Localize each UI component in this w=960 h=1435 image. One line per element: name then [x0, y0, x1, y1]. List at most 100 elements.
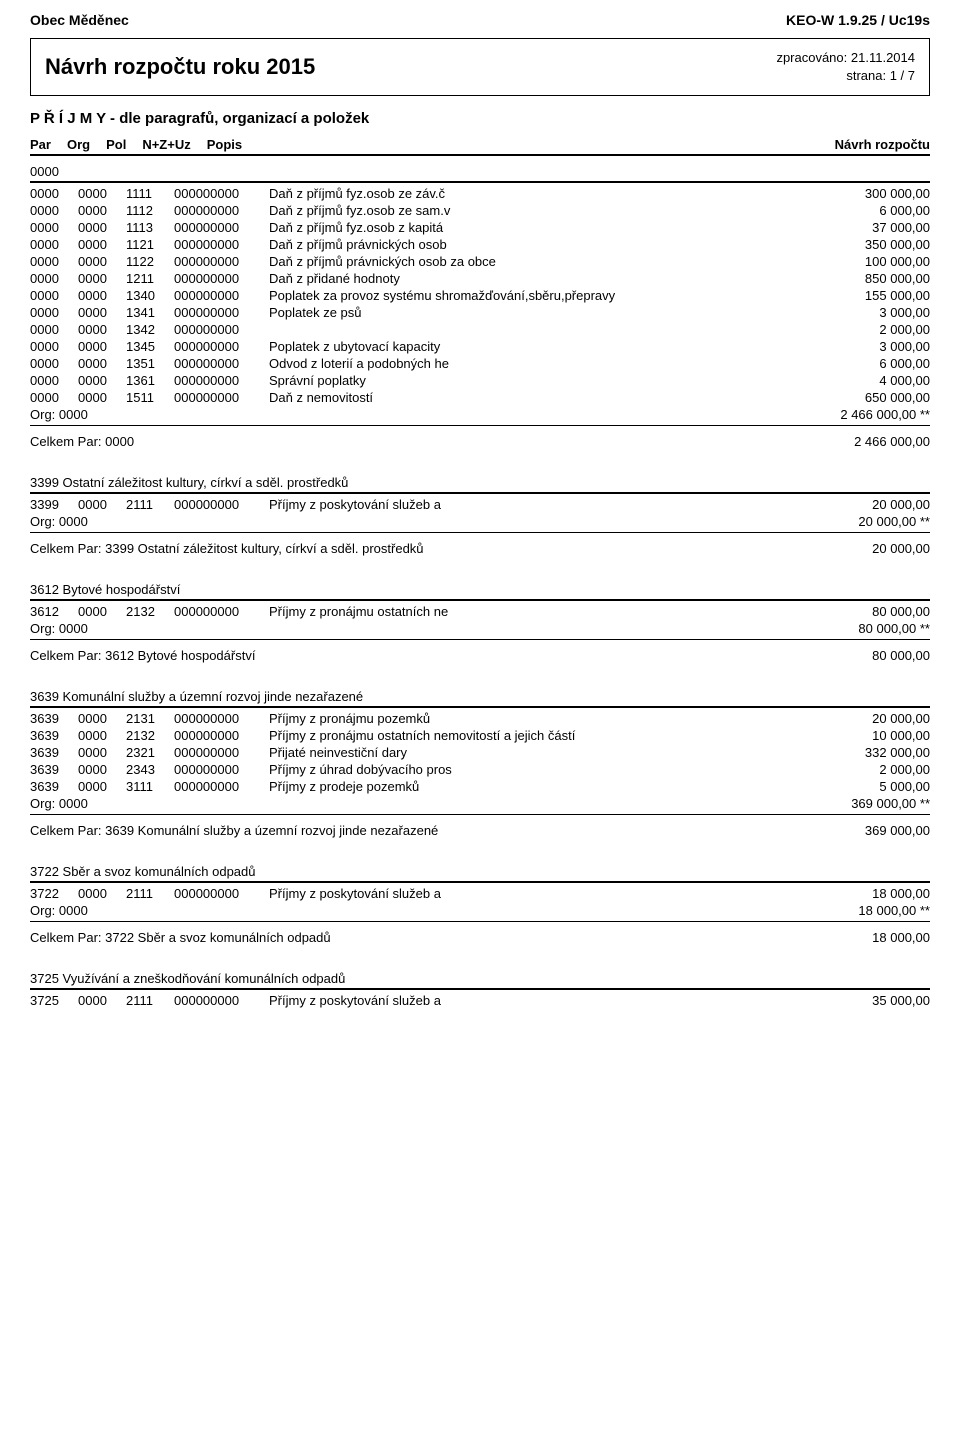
par-total-label: Celkem Par: 3722 Sběr a svoz komunálních…	[30, 930, 780, 945]
table-row: 363900002321000000000Přijaté neinvestičn…	[30, 744, 930, 761]
par-total-row: Celkem Par: 3639 Komunální služby a územ…	[30, 817, 930, 840]
cell-amount: 37 000,00	[800, 220, 930, 235]
cell-nz: 000000000	[174, 288, 269, 303]
cell-amount: 350 000,00	[800, 237, 930, 252]
cell-amount: 300 000,00	[800, 186, 930, 201]
col-navrh: Návrh rozpočtu	[835, 137, 930, 152]
cell-popis: Poplatek za provoz systému shromažďování…	[269, 288, 800, 303]
table-row: 000000001511000000000Daň z nemovitostí65…	[30, 389, 930, 406]
table-row: 361200002132000000000Příjmy z pronájmu o…	[30, 603, 930, 620]
cell-org: 0000	[78, 993, 126, 1008]
cell-par: 0000	[30, 305, 78, 320]
top-par-rule	[30, 181, 930, 183]
cell-org: 0000	[78, 356, 126, 371]
doc-title: Návrh rozpočtu roku 2015	[45, 54, 315, 80]
spacer	[30, 665, 930, 675]
cell-popis: Odvod z loterií a podobných he	[269, 356, 800, 371]
org-label: Org: 0000	[30, 796, 269, 811]
cell-popis: Příjmy z úhrad dobývacího pros	[269, 762, 800, 777]
cell-par: 3639	[30, 745, 78, 760]
table-row: 363900002343000000000Příjmy z úhrad dobý…	[30, 761, 930, 778]
group-rule-top	[30, 988, 930, 990]
cell-nz: 000000000	[174, 886, 269, 901]
cell-org: 0000	[78, 373, 126, 388]
cell-pol: 1511	[126, 390, 174, 405]
cell-amount: 10 000,00	[800, 728, 930, 743]
cell-pol: 2111	[126, 886, 174, 901]
table-row: 000000001345000000000Poplatek z ubytovac…	[30, 338, 930, 355]
cell-nz: 000000000	[174, 186, 269, 201]
processed-line: zpracováno: 21.11.2014	[776, 49, 915, 67]
par-total-label: Celkem Par: 0000	[30, 434, 780, 449]
table-row: 000000001361000000000Správní poplatky4 0…	[30, 372, 930, 389]
col-pol: Pol	[106, 137, 126, 152]
cell-amount: 155 000,00	[800, 288, 930, 303]
table-row: 363900002132000000000Příjmy z pronájmu o…	[30, 727, 930, 744]
group-rule-top	[30, 492, 930, 494]
cell-par: 0000	[30, 186, 78, 201]
cell-par: 0000	[30, 322, 78, 337]
table-row: 000000001122000000000Daň z příjmů právni…	[30, 253, 930, 270]
cell-pol: 2343	[126, 762, 174, 777]
cell-par: 3725	[30, 993, 78, 1008]
cell-org: 0000	[78, 745, 126, 760]
cell-org: 0000	[78, 271, 126, 286]
cell-org: 0000	[78, 237, 126, 252]
cell-org: 0000	[78, 886, 126, 901]
cell-pol: 2111	[126, 993, 174, 1008]
par-total-label: Celkem Par: 3612 Bytové hospodářství	[30, 648, 780, 663]
cell-org: 0000	[78, 390, 126, 405]
cell-nz: 000000000	[174, 762, 269, 777]
org-label: Org: 0000	[30, 514, 269, 529]
cell-nz: 000000000	[174, 604, 269, 619]
cell-nz: 000000000	[174, 356, 269, 371]
cell-popis: Příjmy z pronájmu pozemků	[269, 711, 800, 726]
cell-amount: 20 000,00	[800, 711, 930, 726]
cell-pol: 2132	[126, 728, 174, 743]
cell-amount: 650 000,00	[800, 390, 930, 405]
cell-par: 3722	[30, 886, 78, 901]
table-row: 000000001112000000000Daň z příjmů fyz.os…	[30, 202, 930, 219]
cell-amount: 6 000,00	[800, 356, 930, 371]
par-total-amount: 20 000,00	[780, 541, 930, 556]
cell-popis: Příjmy z pronájmu ostatních ne	[269, 604, 800, 619]
par-total-amount: 80 000,00	[780, 648, 930, 663]
col-nz: N+Z+Uz	[142, 137, 190, 152]
par-total-label: Celkem Par: 3639 Komunální služby a územ…	[30, 823, 780, 838]
org-total-amount: 18 000,00 **	[780, 903, 930, 918]
org-total-amount: 20 000,00 **	[780, 514, 930, 529]
org-total-amount: 369 000,00 **	[780, 796, 930, 811]
table-row: 000000001121000000000Daň z příjmů právni…	[30, 236, 930, 253]
par-total-row: Celkem Par: 00002 466 000,00	[30, 428, 930, 451]
cell-pol: 2132	[126, 604, 174, 619]
cell-popis: Daň z přidané hodnoty	[269, 271, 800, 286]
cell-amount: 4 000,00	[800, 373, 930, 388]
cell-par: 0000	[30, 271, 78, 286]
cell-popis: Příjmy z poskytování služeb a	[269, 497, 800, 512]
par-total-amount: 2 466 000,00	[780, 434, 930, 449]
cell-org: 0000	[78, 186, 126, 201]
cell-nz: 000000000	[174, 373, 269, 388]
cell-pol: 3111	[126, 779, 174, 794]
column-headers: Par Org Pol N+Z+Uz Popis Návrh rozpočtu	[30, 137, 930, 152]
org-total-row: Org: 000080 000,00 **	[30, 620, 930, 637]
cell-nz: 000000000	[174, 203, 269, 218]
cell-nz: 000000000	[174, 497, 269, 512]
cell-amount: 18 000,00	[800, 886, 930, 901]
par-total-row: Celkem Par: 3612 Bytové hospodářství80 0…	[30, 642, 930, 665]
cell-pol: 2111	[126, 497, 174, 512]
cell-popis: Přijaté neinvestiční dary	[269, 745, 800, 760]
cell-par: 3639	[30, 762, 78, 777]
org-rule	[30, 425, 930, 426]
top-par-code: 0000	[30, 164, 930, 179]
cell-org: 0000	[78, 728, 126, 743]
table-row: 000000001351000000000Odvod z loterií a p…	[30, 355, 930, 372]
cell-popis: Příjmy z poskytování služeb a	[269, 993, 800, 1008]
org-rule	[30, 639, 930, 640]
par-total-row: Celkem Par: 3722 Sběr a svoz komunálních…	[30, 924, 930, 947]
cell-par: 0000	[30, 390, 78, 405]
cell-amount: 2 000,00	[800, 322, 930, 337]
cell-popis: Poplatek ze psů	[269, 305, 800, 320]
cell-nz: 000000000	[174, 711, 269, 726]
org-label: Org: 0000	[30, 621, 269, 636]
